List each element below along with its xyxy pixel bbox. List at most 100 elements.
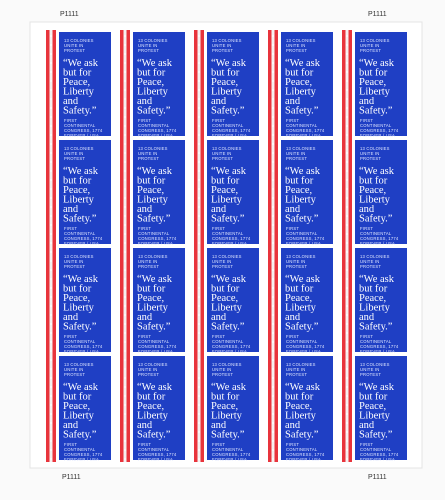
star-dot (198, 224, 200, 226)
stamp (207, 248, 259, 352)
star-dot (124, 224, 126, 226)
star-dot (124, 296, 126, 298)
star-dot (198, 44, 200, 46)
star-dot (50, 35, 52, 37)
stamp-header: UNITE IN (138, 151, 158, 156)
star-dot (198, 350, 200, 352)
star-dot (50, 395, 52, 397)
stamp-quote: Safety.” (211, 322, 245, 333)
star-dot (346, 251, 348, 253)
star-dot (198, 278, 200, 280)
stamp-quote: “We ask (137, 58, 173, 69)
star-dot (198, 422, 200, 424)
star-dot (346, 98, 348, 100)
star-dot (198, 287, 200, 289)
stamp-header: PROTEST (138, 48, 159, 53)
star-dot (124, 413, 126, 415)
star-dot (124, 152, 126, 154)
stamp-header: PROTEST (360, 264, 381, 269)
stamp-footer: CONTINENTAL (286, 447, 318, 452)
star-dot (346, 116, 348, 118)
star-dot (272, 386, 274, 388)
stamp-footer: FOREVER / USA (286, 241, 321, 246)
stamp-header: UNITE IN (286, 367, 306, 372)
star-dot (346, 278, 348, 280)
star-dot (50, 62, 52, 64)
stamp-quote: Liberty (211, 87, 243, 98)
star-dot (50, 98, 52, 100)
stamp-quote: Peace, (359, 77, 386, 88)
stamp-quote: Peace, (63, 185, 90, 196)
stamp-header: PROTEST (138, 264, 159, 269)
stamp-header: PROTEST (138, 372, 159, 377)
stamp-footer: CONGRESS, 1774 (212, 236, 251, 241)
stamp-quote: Safety.” (137, 430, 171, 441)
stamp-footer: FIRST (138, 334, 151, 339)
stamp-quote: Safety.” (63, 430, 97, 441)
stamp-footer: FOREVER / USA (360, 457, 395, 462)
stamp-footer: CONGRESS, 1774 (138, 128, 177, 133)
stamp-quote: “We ask (137, 274, 173, 285)
stamp-quote: “We ask (211, 274, 247, 285)
star-dot (198, 269, 200, 271)
star-dot (346, 431, 348, 433)
stamp-quote: and (359, 312, 375, 323)
white-stripe (49, 30, 53, 462)
star-dot (50, 413, 52, 415)
stamp-header: PROTEST (360, 48, 381, 53)
star-dot (272, 296, 274, 298)
stamp-quote: “We ask (211, 58, 247, 69)
stamp-header: PROTEST (138, 156, 159, 161)
star-dot (272, 323, 274, 325)
star-dot (50, 206, 52, 208)
stamp-quote: but for (359, 68, 388, 79)
star-dot (198, 215, 200, 217)
star-dot (124, 332, 126, 334)
star-dot (124, 278, 126, 280)
stamp-header: PROTEST (286, 156, 307, 161)
star-dot (272, 116, 274, 118)
star-dot (198, 206, 200, 208)
star-dot (272, 422, 274, 424)
star-dot (198, 80, 200, 82)
white-stripe (271, 30, 275, 462)
stamp-quote: Peace, (211, 77, 238, 88)
star-dot (198, 305, 200, 307)
stamp-header: 13 COLONIES (360, 38, 390, 43)
star-dot (124, 53, 126, 55)
stamp-quote: “We ask (285, 274, 321, 285)
star-dot (198, 413, 200, 415)
star-dot (346, 350, 348, 352)
stamp-quote: Peace, (137, 185, 164, 196)
stamp (59, 32, 111, 136)
stamp-quote: Liberty (137, 87, 169, 98)
star-dot (346, 269, 348, 271)
stamp-footer: FIRST (212, 226, 225, 231)
star-dot (346, 458, 348, 460)
star-dot (346, 404, 348, 406)
star-dot (272, 377, 274, 379)
star-dot (50, 224, 52, 226)
star-dot (50, 449, 52, 451)
stamp-header: PROTEST (212, 48, 233, 53)
star-dot (124, 242, 126, 244)
stamp-footer: FIRST (286, 334, 299, 339)
star-dot (346, 179, 348, 181)
stamp-footer: CONGRESS, 1774 (286, 128, 325, 133)
stamp (355, 356, 407, 460)
stamp-quote: Peace, (285, 293, 312, 304)
stamp-quote: Peace, (137, 401, 164, 412)
stamp-quote: Peace, (359, 401, 386, 412)
stamp-header: 13 COLONIES (286, 362, 316, 367)
star-dot (346, 44, 348, 46)
stamp-quote: Liberty (63, 411, 95, 422)
stamp-quote: but for (211, 284, 240, 295)
stamp-quote: but for (285, 176, 314, 187)
star-dot (50, 152, 52, 154)
star-dot (50, 278, 52, 280)
stamp-footer: CONTINENTAL (212, 339, 244, 344)
star-dot (124, 431, 126, 433)
star-dot (124, 215, 126, 217)
stamp-quote: Safety.” (137, 214, 171, 225)
star-dot (346, 359, 348, 361)
